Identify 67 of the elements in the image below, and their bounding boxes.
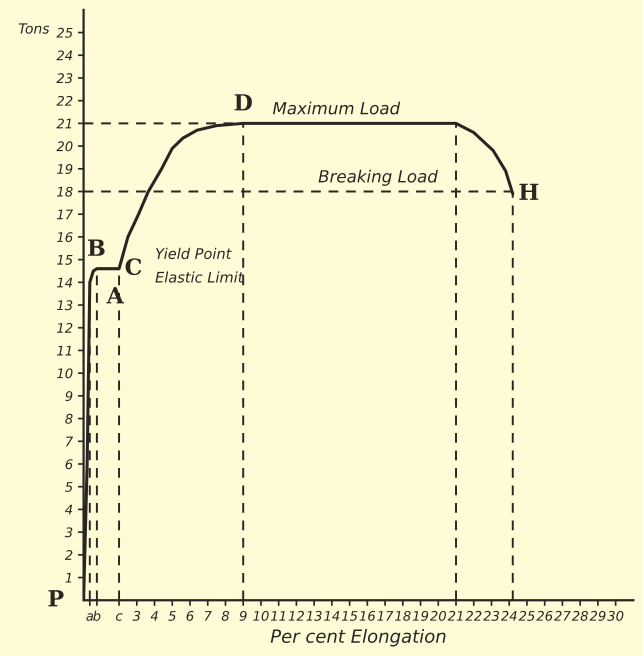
y-tick-label: 18 bbox=[57, 186, 73, 197]
ref-line-label: Maximum Load bbox=[272, 102, 400, 114]
y-tick-label: 20 bbox=[56, 141, 73, 152]
y-tick-label: 1 bbox=[65, 572, 72, 583]
y-tick-label: 6 bbox=[66, 459, 73, 470]
y-tick-label: 7 bbox=[66, 436, 74, 446]
x-tick-label: 28 bbox=[572, 610, 588, 621]
y-tick-label: 10 bbox=[57, 368, 73, 378]
y-axis-title: Tons bbox=[18, 23, 50, 34]
x-tick-label: 17 bbox=[377, 611, 394, 621]
annotation: Yield Point bbox=[156, 248, 232, 260]
annotation: D bbox=[234, 94, 252, 110]
x-tick-label: 14 bbox=[324, 611, 340, 621]
y-tick-label: 3 bbox=[64, 527, 72, 538]
x-tick-label: b bbox=[93, 610, 100, 621]
x-tick-label: 8 bbox=[222, 610, 230, 621]
y-tick-label: 21 bbox=[56, 118, 72, 128]
y-tick-label: 22 bbox=[56, 96, 72, 106]
x-tick-label: 15 bbox=[342, 611, 358, 621]
y-tick-label: 19 bbox=[57, 164, 72, 174]
x-tick-label: a bbox=[86, 613, 93, 621]
x-tick-label: 3 bbox=[132, 610, 140, 621]
y-tick-label: 11 bbox=[57, 346, 72, 356]
x-tick-label: 4 bbox=[150, 611, 158, 621]
x-tick-label: 12 bbox=[288, 610, 304, 621]
x-tick-label: 16 bbox=[360, 610, 376, 621]
x-axis-title: Per cent Elongation bbox=[270, 628, 446, 646]
x-tick-label: 6 bbox=[186, 610, 194, 621]
ref-line-label: Breaking Load bbox=[318, 170, 438, 186]
y-tick-label: 17 bbox=[57, 210, 74, 220]
x-tick-label: 11 bbox=[270, 611, 286, 621]
annotation: P bbox=[48, 590, 64, 606]
y-tick-label: 5 bbox=[65, 482, 72, 492]
x-tick-label: 26 bbox=[536, 610, 552, 621]
x-tick-label: c bbox=[116, 613, 123, 621]
annotation: Elastic Limit bbox=[155, 271, 244, 283]
x-tick-label: 7 bbox=[204, 611, 212, 621]
x-tick-label: 30 bbox=[607, 610, 624, 621]
y-tick-label: 4 bbox=[65, 504, 72, 514]
x-tick-label: 27 bbox=[554, 610, 571, 621]
x-tick-label: 25 bbox=[518, 610, 535, 621]
x-tick-label: 20 bbox=[430, 610, 446, 621]
y-tick-label: 14 bbox=[57, 278, 72, 288]
x-tick-label: 24 bbox=[500, 610, 517, 621]
x-tick-label: 9 bbox=[240, 610, 247, 621]
y-tick-label: 13 bbox=[57, 300, 72, 310]
y-tick-label: 12 bbox=[57, 322, 72, 333]
y-tick-label: 9 bbox=[65, 391, 72, 402]
y-tick-label: 23 bbox=[56, 73, 72, 84]
x-tick-label: 22 bbox=[465, 610, 482, 621]
y-tick-label: 8 bbox=[65, 414, 73, 424]
annotation: C bbox=[126, 258, 142, 276]
x-tick-label: 13 bbox=[306, 610, 322, 621]
y-tick-label: 25 bbox=[56, 28, 72, 38]
x-tick-label: 5 bbox=[168, 611, 176, 621]
x-tick-label: 19 bbox=[412, 610, 428, 621]
annotation: H bbox=[519, 184, 538, 200]
x-tick-label: 29 bbox=[590, 610, 606, 621]
y-tick-label: 16 bbox=[57, 232, 73, 242]
y-tick-label: 2 bbox=[64, 550, 72, 560]
x-tick-label: 23 bbox=[483, 610, 500, 621]
x-tick-label: 10 bbox=[253, 610, 269, 621]
annotation: B bbox=[88, 240, 105, 256]
x-tick-label: 18 bbox=[395, 610, 411, 621]
y-tick-label: 15 bbox=[57, 255, 72, 265]
x-tick-label: 21 bbox=[448, 610, 462, 621]
y-tick-label: 24 bbox=[56, 50, 72, 60]
